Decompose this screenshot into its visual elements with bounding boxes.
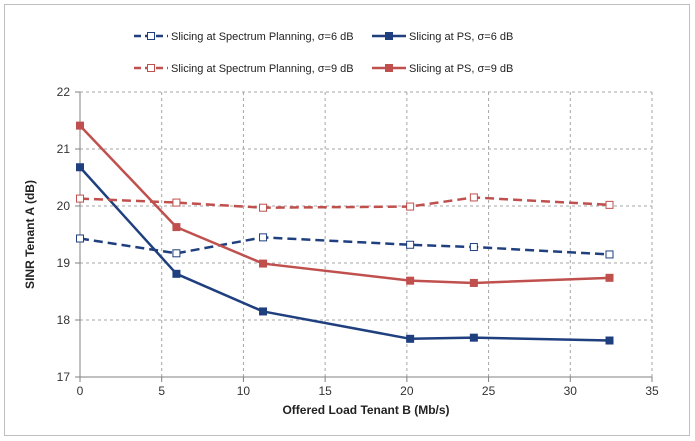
legend-item-2: Slicing at PS, σ=6 dB [372,31,513,43]
grid [80,91,653,377]
data-point [76,163,84,172]
series-line [79,166,610,342]
legend-marker [147,64,155,72]
y-tick-label: 18 [57,313,71,327]
series-4 [76,121,614,287]
x-tick-label: 20 [400,384,414,398]
series [76,121,614,345]
data-point [469,333,478,342]
data-point [406,202,415,211]
data-point [76,234,84,243]
series-line [79,236,610,256]
legend-marker [385,64,393,72]
y-axis-label: SINR Tenant A (dB) [23,180,37,289]
series-3 [76,193,614,212]
series-2 [76,163,614,345]
data-point [259,307,268,316]
y-tick-label: 19 [57,256,71,270]
x-axis-label: Offered Load Tenant B (Mb/s) [282,403,449,417]
series-1 [76,233,614,259]
y-tick-label: 21 [57,142,71,156]
legend-item-3: Slicing at Spectrum Planning, σ=9 dB [134,63,354,75]
data-point [605,250,614,259]
x-tick-label: 15 [318,384,332,398]
legend-label: Slicing at Spectrum Planning, σ=6 dB [171,31,354,43]
x-tick-label: 10 [237,384,251,398]
legend-label: Slicing at PS, σ=9 dB [409,63,513,75]
legend: Slicing at Spectrum Planning, σ=6 dB Slic… [134,31,513,75]
series-line [79,196,610,209]
data-point [605,273,614,282]
y-tick-label: 17 [57,370,71,384]
legend-marker [147,32,155,40]
x-tick-label: 5 [158,384,165,398]
y-tick-label: 20 [57,199,71,213]
data-point [469,243,478,252]
legend-marker [385,32,393,40]
y-tick-label: 22 [57,85,71,99]
data-point [605,200,614,209]
data-point [469,278,478,287]
data-point [469,193,478,202]
legend-label: Slicing at PS, σ=6 dB [409,31,513,43]
data-point [172,249,181,258]
data-point [172,223,181,232]
data-point [406,240,415,249]
data-point [259,203,268,212]
data-point [406,276,415,285]
chart-frame [4,4,690,436]
x-tick-label: 30 [564,384,578,398]
axes: 0 5 10 15 20 25 30 35 17 18 19 20 21 22 [57,85,659,398]
data-point [76,121,84,130]
legend-item-4: Slicing at PS, σ=9 dB [372,63,513,75]
data-point [259,259,268,268]
data-point [605,336,614,345]
legend-item-1: Slicing at Spectrum Planning, σ=6 dB [134,31,354,43]
x-tick-label: 25 [482,384,496,398]
series-line [79,124,610,285]
data-point [76,194,84,203]
data-point [172,198,181,207]
x-tick-label: 35 [645,384,659,398]
x-tick-label: 0 [77,384,84,398]
data-point [406,334,415,343]
legend-label: Slicing at Spectrum Planning, σ=9 dB [171,63,354,75]
data-point [259,233,268,242]
data-point [172,269,181,278]
